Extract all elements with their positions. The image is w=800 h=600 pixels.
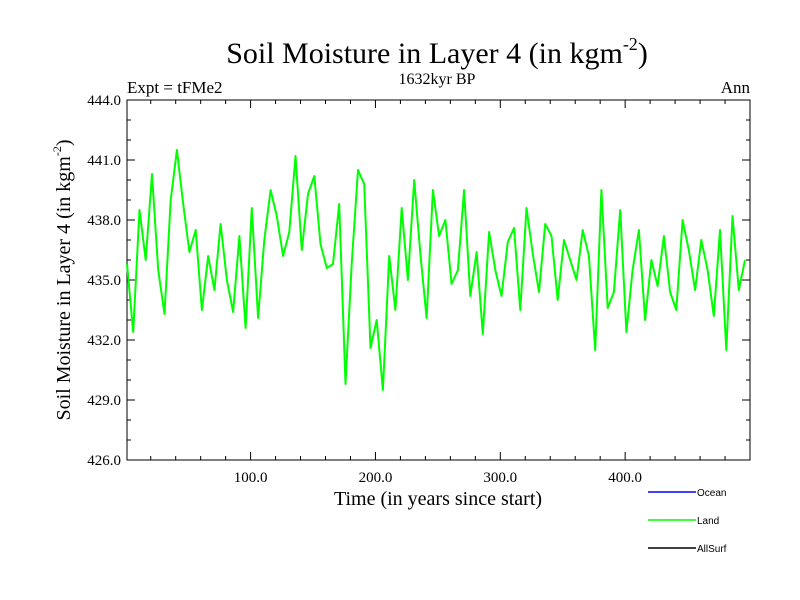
x-axis-label: Time (in years since start) (334, 488, 542, 510)
y-tick-label: 426.0 (87, 453, 121, 469)
legend: Ocean Land AllSurf (648, 488, 727, 555)
x-tick-label: 400.0 (608, 470, 642, 486)
x-tick-label: 100.0 (234, 470, 268, 486)
chart-subtitle: 1632kyr BP (399, 71, 476, 88)
legend-label-land: Land (697, 516, 719, 527)
y-tick-label: 438.0 (87, 213, 121, 229)
x-tick-label: 300.0 (483, 470, 517, 486)
x-tick-label: 200.0 (359, 470, 393, 486)
y-tick-label: 429.0 (87, 393, 121, 409)
x-axis: 100.0 200.0 300.0 400.0 (150, 100, 726, 486)
y-tick-label: 441.0 (87, 153, 121, 169)
experiment-label: Expt = tFMe2 (127, 78, 223, 97)
y-tick-label: 435.0 (87, 273, 121, 289)
series-land-line (126, 149, 746, 391)
y-axis-label: Soil Moisture in Layer 4 (in kgm-2) (50, 139, 75, 420)
legend-label-allsurf: AllSurf (697, 544, 727, 555)
y-tick-label: 444.0 (87, 93, 121, 109)
y-axis: 426.0 429.0 432.0 435.0 438.0 441.0 444.0 (87, 93, 750, 469)
y-tick-label: 432.0 (87, 333, 121, 349)
legend-label-ocean: Ocean (697, 488, 726, 499)
season-label: Ann (721, 78, 751, 97)
chart-title: Soil Moisture in Layer 4 (in kgm-2) (226, 34, 648, 70)
